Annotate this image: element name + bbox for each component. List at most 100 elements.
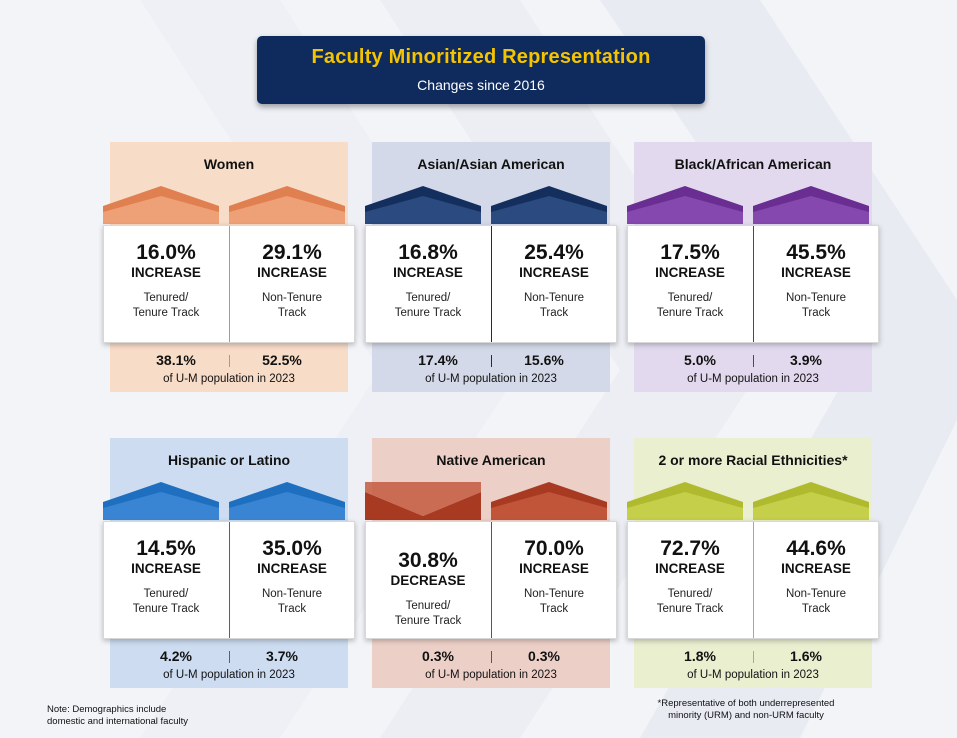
group-name: Asian/Asian American	[417, 156, 565, 172]
change-direction: INCREASE	[655, 265, 725, 280]
roof-tenured-highlight	[103, 196, 219, 224]
population-caption: of U-M population in 2023	[163, 373, 295, 385]
population-row: 5.0% 3.9%	[624, 352, 882, 370]
stat-tenured: 17.5% INCREASE Tenured/Tenure Track	[628, 226, 752, 342]
population-separator	[491, 651, 492, 663]
track-label-line: Tenured/	[667, 588, 713, 600]
column-divider	[229, 226, 230, 342]
population-separator	[229, 355, 230, 367]
group-name: Hispanic or Latino	[167, 452, 291, 468]
population-separator	[229, 651, 230, 663]
population-tenured: 38.1%	[156, 352, 196, 368]
stat-tenured: 16.8% INCREASE Tenured/Tenure Track	[366, 226, 490, 342]
column-divider	[491, 522, 492, 638]
percent-change: 25.4%	[524, 241, 584, 264]
stat-tenured: 72.7% INCREASE Tenured/Tenure Track	[628, 522, 752, 638]
population-separator	[753, 651, 754, 663]
group-card: Asian/Asian American 16.8% INCREASE Tenured…	[362, 142, 620, 392]
roof-shapes	[103, 482, 345, 520]
population-caption: of U-M population in 2023	[425, 669, 557, 681]
roof-non_tenure-highlight	[491, 196, 607, 224]
change-direction: INCREASE	[257, 265, 327, 280]
group-card: Women 16.0% INCREASE Tenured/Tenure Track 29…	[100, 142, 358, 392]
population-tenured: 1.8%	[684, 648, 716, 664]
track-label: Non-Tenure Track	[754, 587, 878, 617]
track-label-line: Tenured/	[143, 292, 189, 304]
roof-non_tenure-highlight	[229, 492, 345, 520]
track-label-line: Track	[539, 307, 569, 319]
roof-tenured	[365, 492, 481, 520]
group-card: 2 or more Racial Ethnicities* 72.7% INCREA…	[624, 438, 882, 688]
percent-change: 70.0%	[524, 537, 584, 560]
roof-non_tenure-highlight	[491, 492, 607, 520]
stat-non_tenure: 35.0% INCREASE Non-Tenure Track	[230, 522, 354, 638]
track-label-line: Track	[801, 307, 831, 319]
percent-change: 72.7%	[660, 537, 720, 560]
roof-tenured-highlight	[365, 482, 481, 516]
stat-tenured: 14.5% INCREASE Tenured/Tenure Track	[104, 522, 228, 638]
track-label-line: Tenure Track	[656, 307, 724, 319]
roof-non_tenure-highlight	[753, 492, 869, 520]
percent-change: 30.8%	[398, 549, 458, 572]
population-caption: of U-M population in 2023	[687, 373, 819, 385]
population-row: 38.1% 52.5%	[100, 352, 358, 370]
population-non-tenure: 0.3%	[528, 648, 560, 664]
column-divider	[753, 522, 754, 638]
track-label-line: Track	[801, 603, 831, 615]
page-subtitle: Changes since 2016	[417, 77, 545, 93]
population-caption: of U-M population in 2023	[163, 669, 295, 681]
roof-shapes	[365, 186, 607, 224]
track-label: Tenured/Tenure Track	[104, 587, 228, 617]
percent-change: 29.1%	[262, 241, 322, 264]
change-direction: INCREASE	[393, 265, 463, 280]
stats-box: 30.8% DECREASE Tenured/Tenure Track 70.0% IN…	[365, 521, 617, 639]
track-label-line: Track	[539, 603, 569, 615]
stats-box: 14.5% INCREASE Tenured/Tenure Track 35.0% IN…	[103, 521, 355, 639]
page-title: Faculty Minoritized Representation	[311, 46, 651, 68]
track-label-line: Tenure Track	[394, 615, 462, 627]
stat-non_tenure: 44.6% INCREASE Non-Tenure Track	[754, 522, 878, 638]
change-direction: INCREASE	[519, 561, 589, 576]
change-direction: INCREASE	[131, 265, 201, 280]
footnote-line: domestic and international faculty	[47, 716, 188, 727]
track-label: Non-Tenure Track	[754, 291, 878, 321]
percent-change: 17.5%	[660, 241, 720, 264]
track-label-line: Non-Tenure	[785, 588, 847, 600]
track-label-line: Non-Tenure	[261, 292, 323, 304]
roof-shapes	[103, 186, 345, 224]
population-caption: of U-M population in 2023	[687, 669, 819, 681]
population-separator	[491, 355, 492, 367]
track-label-line: Non-Tenure	[261, 588, 323, 600]
population-non-tenure: 52.5%	[262, 352, 302, 368]
track-label: Tenured/Tenure Track	[628, 587, 752, 617]
track-label-line: Non-Tenure	[523, 588, 585, 600]
track-label-line: Track	[277, 603, 307, 615]
change-direction: INCREASE	[781, 265, 851, 280]
change-direction: INCREASE	[519, 265, 589, 280]
track-label: Tenured/Tenure Track	[104, 291, 228, 321]
stats-box: 72.7% INCREASE Tenured/Tenure Track 44.6% IN…	[627, 521, 879, 639]
footnote-line: *Representative of both underrepresented	[657, 698, 835, 709]
population-non-tenure: 15.6%	[524, 352, 564, 368]
footnote-line: Note: Demographics include	[47, 704, 167, 715]
stats-box: 16.8% INCREASE Tenured/Tenure Track 25.4% IN…	[365, 225, 617, 343]
stat-non_tenure: 70.0% INCREASE Non-Tenure Track	[492, 522, 616, 638]
track-label: Non-Tenure Track	[492, 291, 616, 321]
stat-tenured: 30.8% DECREASE Tenured/Tenure Track	[366, 522, 490, 638]
percent-change: 45.5%	[786, 241, 846, 264]
stats-box: 16.0% INCREASE Tenured/Tenure Track 29.1% IN…	[103, 225, 355, 343]
roof-shapes	[365, 482, 607, 520]
change-direction: INCREASE	[131, 561, 201, 576]
population-non-tenure: 3.7%	[266, 648, 298, 664]
change-direction: INCREASE	[781, 561, 851, 576]
population-tenured: 4.2%	[160, 648, 192, 664]
percent-change: 14.5%	[136, 537, 196, 560]
population-row: 1.8% 1.6%	[624, 648, 882, 666]
population-caption: of U-M population in 2023	[425, 373, 557, 385]
group-name: Black/African American	[674, 156, 832, 172]
group-card: Black/African American 17.5% INCREASE Tenur…	[624, 142, 882, 392]
population-non-tenure: 3.9%	[790, 352, 822, 368]
track-label-line: Tenure Track	[656, 603, 724, 615]
track-label-line: Non-Tenure	[785, 292, 847, 304]
roof-shapes	[627, 482, 869, 520]
